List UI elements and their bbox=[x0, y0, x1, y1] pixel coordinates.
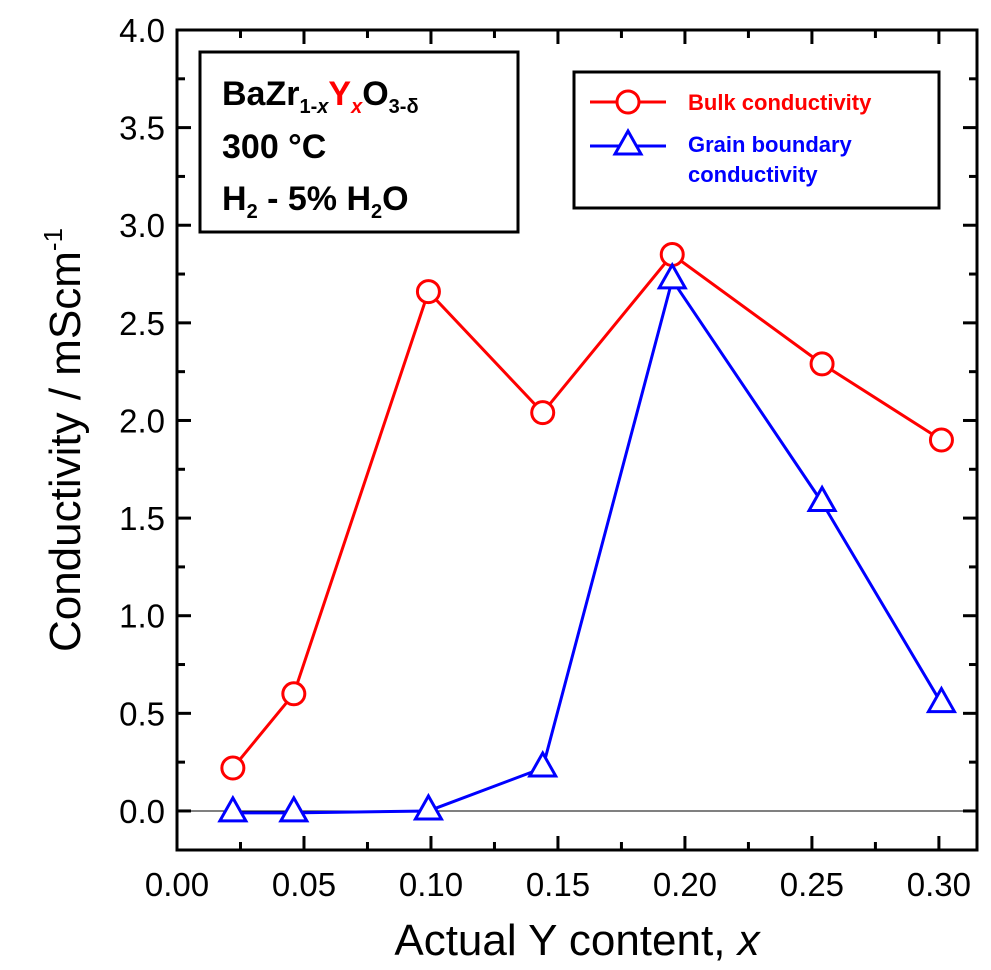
y-tick-label: 0.0 bbox=[119, 793, 165, 830]
temperature-label: 300 °C bbox=[222, 128, 326, 166]
data-point-circle bbox=[530, 400, 556, 426]
annotation-frame bbox=[198, 50, 520, 234]
y-tick-label: 2.0 bbox=[119, 402, 165, 439]
atmosphere-label: H2 - 5% H2O bbox=[222, 180, 409, 223]
legend: Bulk conductivity Grain boundary conducti… bbox=[572, 70, 941, 210]
y-axis-title: Conductivity / mScm-1 bbox=[38, 228, 90, 652]
plot-frame bbox=[175, 28, 979, 852]
legend-gb-marker bbox=[612, 127, 644, 156]
data-point-circle bbox=[220, 755, 246, 781]
legend-gb-label: Grain boundary conductivity bbox=[688, 132, 853, 187]
annotation-box: BaZr1-xYxO3-δ 300 °C H2 - 5% H2O bbox=[198, 50, 520, 234]
data-point-triangle bbox=[278, 794, 310, 823]
x-tick-label: 0.15 bbox=[526, 866, 590, 903]
y-tick-label: 4.0 bbox=[119, 12, 165, 49]
y-tick-label: 3.0 bbox=[119, 207, 165, 244]
data-point-circle bbox=[281, 681, 307, 707]
x-tick-label: 0.30 bbox=[907, 866, 971, 903]
legend-bulk-marker bbox=[615, 89, 641, 115]
x-tick-label: 0.25 bbox=[780, 866, 844, 903]
x-tick-label: 0.00 bbox=[145, 866, 209, 903]
axis-tick-labels: 0.00 0.05 0.10 0.15 0.20 0.25 0.30 0.0 0.5 1.0 1.5… bbox=[119, 12, 971, 903]
data-point-triangle bbox=[217, 794, 249, 823]
data-point-circle bbox=[415, 279, 441, 305]
legend-bulk-label: Bulk conductivity bbox=[688, 90, 872, 115]
x-axis-title: Actual Y content, x bbox=[394, 916, 761, 965]
formula-label: BaZr1-xYxO3-δ bbox=[222, 75, 419, 118]
y-tick-label: 1.5 bbox=[119, 500, 165, 537]
series-layer bbox=[217, 242, 958, 823]
x-tick-label: 0.10 bbox=[399, 866, 463, 903]
data-point-circle bbox=[928, 427, 954, 453]
data-point-circle bbox=[809, 351, 835, 377]
data-point-triangle bbox=[806, 484, 838, 512]
data-point-triangle bbox=[412, 792, 444, 821]
y-tick-label: 0.5 bbox=[119, 695, 165, 732]
x-tick-label: 0.05 bbox=[272, 866, 336, 903]
y-tick-label: 3.5 bbox=[119, 110, 165, 147]
axis-ticks bbox=[175, 28, 977, 850]
x-tick-label: 0.20 bbox=[653, 866, 717, 903]
y-tick-label: 2.5 bbox=[119, 305, 165, 342]
data-point-triangle bbox=[656, 261, 688, 290]
data-point-triangle bbox=[527, 749, 559, 778]
y-tick-label: 1.0 bbox=[119, 598, 165, 635]
data-point-triangle bbox=[925, 685, 958, 714]
